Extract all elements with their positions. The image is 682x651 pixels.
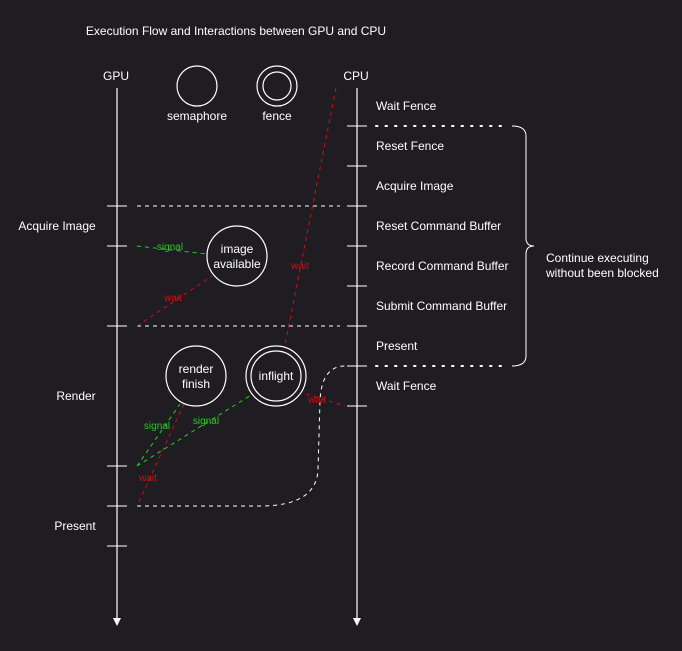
cpu-wait-fence-line (305, 393, 346, 407)
render-finish-signal-line (136, 403, 181, 467)
gpu-stage-render: Render (56, 389, 95, 403)
signal-label: signal (157, 242, 183, 253)
inflight-wait-line (283, 87, 337, 351)
semaphore-legend-icon (176, 65, 218, 107)
cpu-ticks (347, 125, 367, 407)
cpu-step-acquire-image: Acquire Image (376, 179, 454, 193)
cpu-step-reset-command-buffer: Reset Command Buffer (376, 219, 501, 233)
cpu-step-record-command-buffer: Record Command Buffer (376, 259, 509, 273)
image-available-signal-line (136, 245, 208, 255)
render-finish-label-line-1: render (179, 362, 214, 376)
inflight-fence (245, 345, 307, 407)
inflight-label: inflight (259, 369, 294, 383)
cpu-step-wait-fence: Wait Fence (376, 99, 437, 113)
fence-legend-icon (256, 65, 298, 107)
cpu-column-label: CPU (343, 69, 368, 83)
image-available-label-line-2: available (213, 257, 261, 271)
render-finish-label-line-2: finish (182, 377, 210, 391)
cpu-step-reset-fence: Reset Fence (376, 139, 444, 153)
inflight-fence-inner (250, 350, 302, 402)
wait-label: wait (138, 473, 157, 484)
gpu-stage-present: Present (54, 519, 96, 533)
image-available-label-line-1: image (221, 242, 254, 256)
fence-legend-label: fence (262, 109, 292, 123)
fence-legend-icon-inner (262, 71, 292, 101)
brace (511, 125, 535, 367)
gpu-stage-acquire-image: Acquire Image (18, 219, 96, 233)
cpu-step-submit-command-buffer: Submit Command Buffer (376, 299, 507, 313)
image-available-wait-line (136, 275, 213, 327)
cpu-step-wait-fence-2: Wait Fence (376, 379, 437, 393)
gpu-ticks (107, 205, 127, 547)
brace-note-line-1: Continue executing (546, 251, 649, 265)
wait-label: wait (307, 395, 326, 406)
image-available-semaphore (206, 225, 268, 287)
semaphore-legend-label: semaphore (167, 109, 227, 123)
render-finish-semaphore (165, 345, 227, 407)
gpu-column-label: GPU (103, 69, 129, 83)
signal-label: signal (193, 416, 219, 427)
wait-label: wait (163, 293, 182, 304)
cpu-step-present: Present (376, 339, 418, 353)
brace-note-line-2: without been blocked (545, 266, 659, 280)
render-finish-wait-line (136, 403, 185, 507)
wait-label: wait (290, 261, 309, 272)
diagram-title: Execution Flow and Interactions between … (86, 24, 386, 38)
signal-label: signal (144, 421, 170, 432)
